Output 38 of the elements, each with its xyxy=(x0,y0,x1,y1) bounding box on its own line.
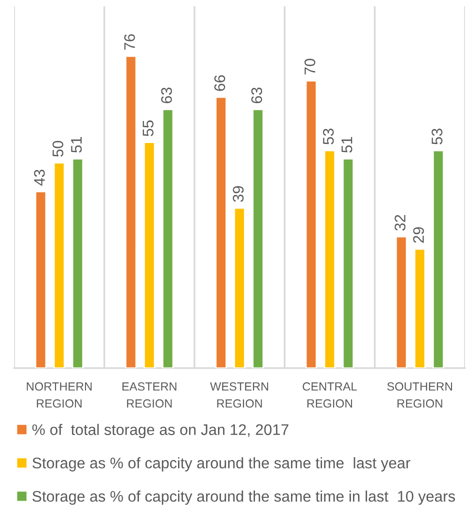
x-tick-label: NORTHERN REGION xyxy=(26,382,92,408)
data-label: 63 xyxy=(251,88,262,104)
data-label: 43 xyxy=(34,170,45,186)
bar xyxy=(432,150,444,368)
x-tick-label: WESTERN REGION xyxy=(210,382,268,408)
legend-label: Storage as % of capcity around the same time last year xyxy=(32,457,410,472)
data-label: 29 xyxy=(413,227,424,243)
bar xyxy=(34,190,47,368)
bar xyxy=(305,80,318,368)
data-label: 51 xyxy=(71,136,82,153)
data-label: 53 xyxy=(322,128,334,144)
bar xyxy=(414,248,426,368)
data-label: 55 xyxy=(142,120,154,136)
data-label: 70 xyxy=(304,58,316,74)
bar xyxy=(144,142,156,368)
x-tick-label: CENTRAL REGION xyxy=(302,382,357,408)
data-label: 66 xyxy=(214,75,226,91)
bar xyxy=(72,158,84,368)
data-label: 50 xyxy=(52,140,64,157)
data-label: 32 xyxy=(394,214,406,231)
bar xyxy=(53,162,66,368)
bar xyxy=(324,150,336,368)
data-label: 51 xyxy=(342,136,352,153)
data-label: 76 xyxy=(124,34,136,50)
bar xyxy=(395,236,408,368)
x-tick-label: EASTERN REGION xyxy=(122,382,176,408)
bar xyxy=(252,108,264,368)
legend-label: Storage as % of capcity around the same time in last 10 years xyxy=(32,490,455,505)
bar xyxy=(342,158,354,368)
data-label: 63 xyxy=(161,88,172,104)
bar xyxy=(125,55,137,368)
data-label: 39 xyxy=(232,186,244,202)
x-tick-label: SOUTHERN REGION xyxy=(387,382,452,408)
legend-label: % of total storage as on Jan 12, 2017 xyxy=(32,424,288,438)
data-label: 53 xyxy=(432,128,442,144)
bar xyxy=(162,108,174,368)
bar xyxy=(215,96,227,368)
bar xyxy=(234,207,246,368)
